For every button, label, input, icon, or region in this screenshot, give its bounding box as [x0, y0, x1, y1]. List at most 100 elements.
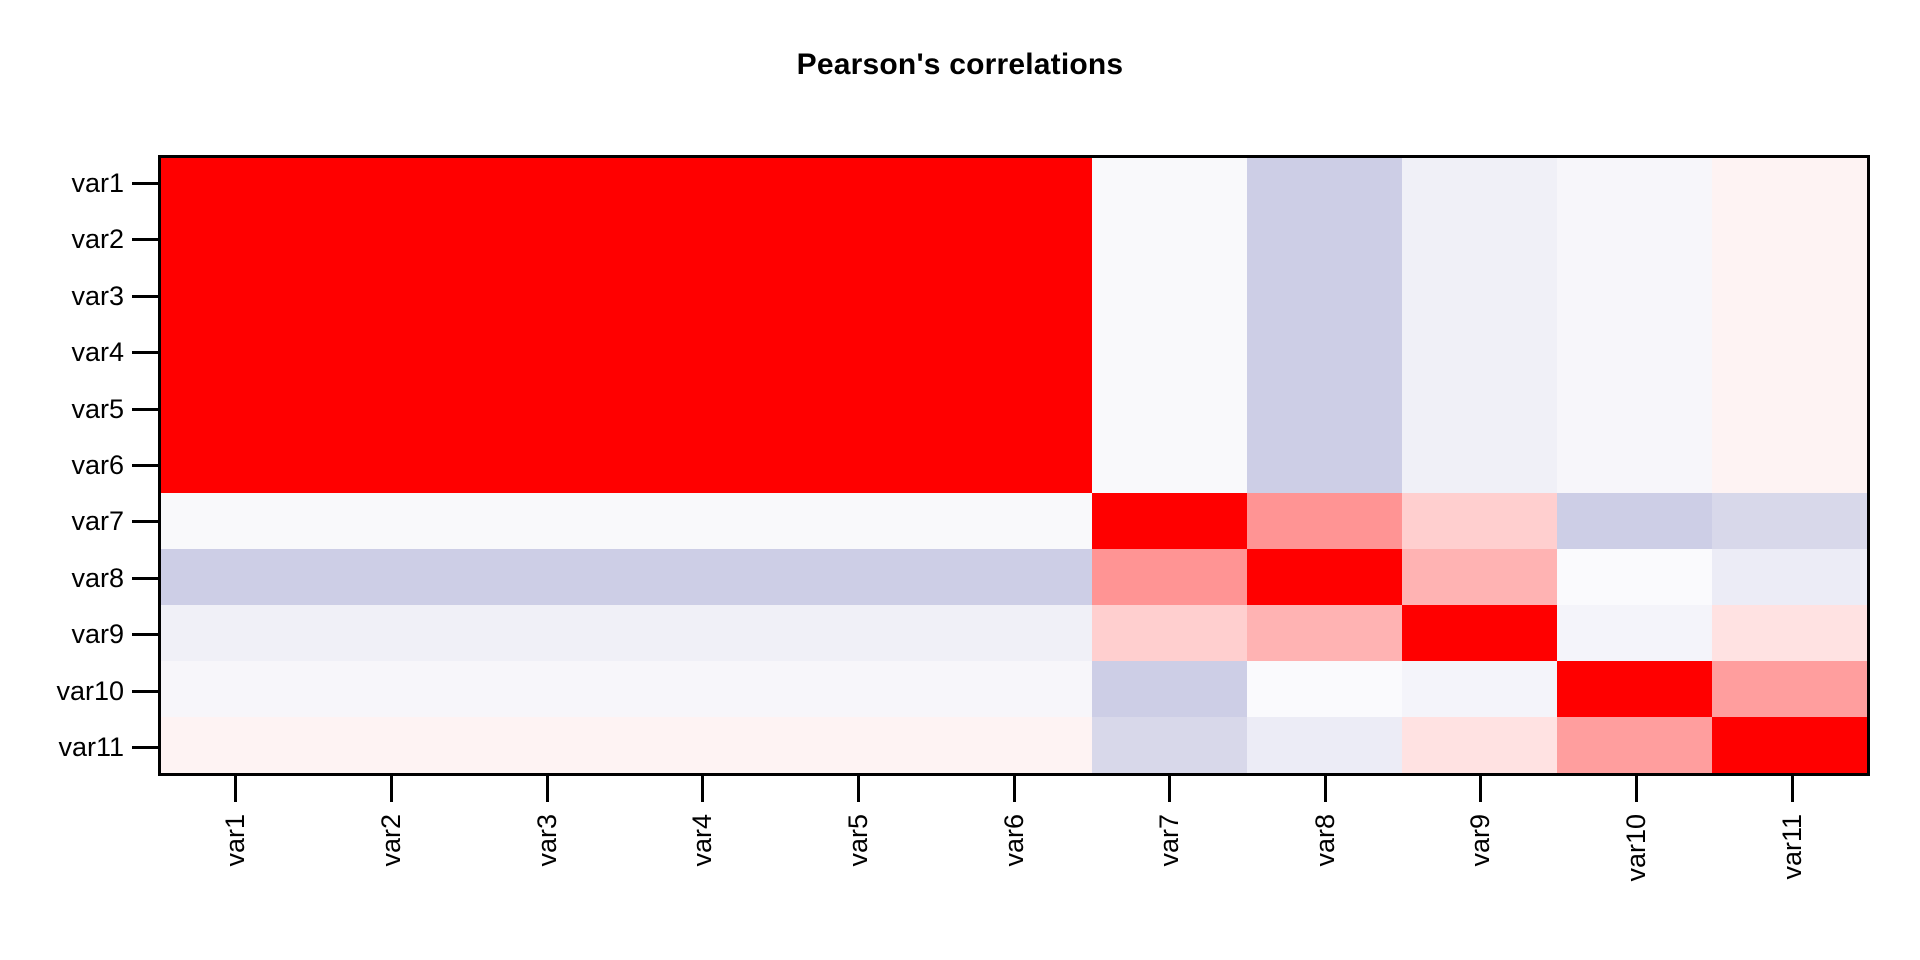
x-axis-label: var8 — [1309, 814, 1340, 867]
heatmap-cell — [161, 437, 317, 494]
heatmap-cell — [1091, 437, 1247, 494]
heatmap-cell — [1246, 605, 1402, 662]
y-axis-label: var9 — [71, 619, 124, 650]
heatmap-cell — [1711, 158, 1867, 214]
heatmap-cell — [1556, 717, 1712, 773]
y-axis: var1 var2 var3 var4 var5 var6 var7 var8 var9 var1… — [0, 155, 158, 776]
x-axis-tick-mark — [1168, 776, 1172, 802]
x-axis-tick-mark — [1323, 776, 1327, 802]
heatmap-cell — [471, 605, 627, 662]
heatmap-cell — [161, 269, 317, 326]
heatmap-cell — [1246, 213, 1402, 270]
heatmap-cell — [1401, 661, 1557, 718]
heatmap-cell — [1091, 717, 1247, 773]
heatmap-cell — [781, 213, 937, 270]
heatmap-cell — [1091, 661, 1247, 718]
heatmap-cell — [316, 661, 472, 718]
heatmap-cell — [1091, 549, 1247, 606]
heatmap-cell — [781, 605, 937, 662]
heatmap-cell — [1711, 381, 1867, 438]
heatmap-cell — [1091, 325, 1247, 382]
heatmap-cell — [936, 325, 1092, 382]
heatmap-cell — [1556, 325, 1712, 382]
heatmap-cell — [1401, 269, 1557, 326]
heatmap-cell — [626, 325, 782, 382]
y-axis-label: var10 — [56, 675, 124, 706]
heatmap-cell — [626, 605, 782, 662]
heatmap-cell — [1091, 269, 1247, 326]
heatmap-cell — [316, 269, 472, 326]
x-axis-label: var10 — [1621, 814, 1652, 882]
heatmap-cell — [1246, 381, 1402, 438]
x-axis-tick-mark — [389, 776, 393, 802]
heatmap-cell — [1401, 605, 1557, 662]
heatmap-cell — [626, 213, 782, 270]
y-axis-label: var1 — [71, 167, 124, 198]
heatmap-cell — [1091, 381, 1247, 438]
heatmap-cell — [161, 213, 317, 270]
heatmap-cell — [316, 325, 472, 382]
heatmap-cell — [1401, 381, 1557, 438]
x-axis-tick-mark — [701, 776, 705, 802]
heatmap-cell — [161, 158, 317, 214]
heatmap-cell — [1401, 437, 1557, 494]
heatmap-cell — [471, 269, 627, 326]
heatmap-cell — [1246, 269, 1402, 326]
heatmap-cell — [781, 381, 937, 438]
heatmap-cell — [781, 437, 937, 494]
heatmap-cell — [1401, 325, 1557, 382]
heatmap-cell — [1711, 605, 1867, 662]
x-axis-label: var11 — [1776, 814, 1807, 880]
x-axis-tick-mark — [545, 776, 549, 802]
heatmap-cell — [626, 269, 782, 326]
heatmap-cell — [936, 605, 1092, 662]
heatmap-cell — [161, 325, 317, 382]
heatmap-cell — [1556, 493, 1712, 550]
y-axis-label: var5 — [71, 393, 124, 424]
y-axis-tick-mark — [132, 181, 158, 185]
heatmap-cell — [936, 549, 1092, 606]
heatmap-cell — [316, 381, 472, 438]
heatmap-cell — [936, 493, 1092, 550]
heatmap-cell — [781, 158, 937, 214]
heatmap-cell — [1091, 213, 1247, 270]
x-axis-tick-mark — [1479, 776, 1483, 802]
heatmap-cell — [936, 269, 1092, 326]
heatmap-cell — [1711, 549, 1867, 606]
heatmap-cell — [1556, 437, 1712, 494]
heatmap-cell — [626, 717, 782, 773]
heatmap-cell — [316, 549, 472, 606]
heatmap-cell — [1711, 661, 1867, 718]
heatmap-cell — [316, 605, 472, 662]
x-axis-tick-mark — [1635, 776, 1639, 802]
y-axis-tick-mark — [132, 238, 158, 242]
heatmap-cell — [161, 549, 317, 606]
y-axis-label: var11 — [58, 732, 124, 763]
heatmap-cell — [1401, 213, 1557, 270]
heatmap-cell — [1401, 493, 1557, 550]
heatmap-cell — [161, 381, 317, 438]
heatmap-cell — [936, 661, 1092, 718]
heatmap-cell — [1091, 493, 1247, 550]
heatmap-cell — [1711, 493, 1867, 550]
heatmap-cell — [1246, 717, 1402, 773]
heatmap-cell — [316, 717, 472, 773]
x-axis-tick-mark — [1012, 776, 1016, 802]
heatmap-cell — [1711, 437, 1867, 494]
heatmap-cell — [161, 493, 317, 550]
y-axis-tick-mark — [132, 464, 158, 467]
heatmap-cell — [316, 158, 472, 214]
heatmap-cell — [1246, 661, 1402, 718]
y-axis-tick-mark — [132, 351, 158, 355]
heatmap-cell — [1556, 605, 1712, 662]
heatmap-cell — [936, 381, 1092, 438]
y-axis-tick-mark — [132, 294, 158, 298]
heatmap-cell — [1246, 493, 1402, 550]
heatmap-cell — [1556, 158, 1712, 214]
y-axis-tick-mark — [132, 407, 158, 411]
y-axis-tick-mark — [132, 520, 158, 524]
x-axis-label: var6 — [998, 814, 1029, 867]
x-axis-tick-mark — [234, 776, 238, 802]
heatmap-cell — [1246, 437, 1402, 494]
heatmap-cell — [471, 381, 627, 438]
